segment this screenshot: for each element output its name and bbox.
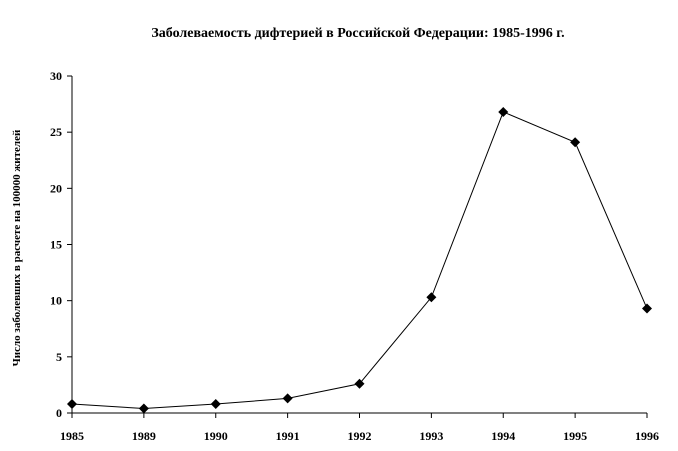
data-point-marker [282, 393, 293, 404]
y-tick-label: 20 [50, 181, 62, 195]
data-point-marker [210, 399, 221, 410]
x-tick-label: 1994 [491, 429, 515, 443]
x-tick-label: 1992 [348, 429, 372, 443]
x-tick-label: 1985 [60, 429, 84, 443]
data-point-marker [570, 137, 581, 148]
data-point-marker [138, 403, 149, 414]
y-tick-label: 5 [56, 350, 62, 364]
x-tick-label: 1990 [204, 429, 228, 443]
data-markers [67, 106, 652, 414]
data-point-marker [642, 303, 652, 314]
data-point-marker [67, 399, 77, 410]
x-tick-label: 1989 [132, 429, 156, 443]
chart-title: Заболеваемость дифтерией в Российской Фе… [151, 26, 564, 41]
y-tick-label: 30 [50, 69, 62, 83]
x-tick-label: 1995 [563, 429, 587, 443]
series-line [71, 111, 648, 410]
y-tick-label: 15 [50, 238, 62, 252]
y-tick-label: 25 [50, 125, 62, 139]
x-tick-label: 1991 [276, 429, 300, 443]
data-point-marker [498, 106, 509, 117]
y-tick-label: 0 [56, 406, 62, 420]
data-point-marker [354, 378, 365, 389]
y-axis-label: Число заболевших в расчете на 100000 жит… [11, 129, 23, 366]
axes [71, 76, 647, 414]
series-line-group [71, 111, 648, 410]
axis-ticks: 0 5 10 15 20 25 30 1985 1989 1990 1991 1992 1993 1994… [50, 69, 659, 443]
data-point-marker [426, 292, 437, 303]
y-tick-label: 10 [50, 294, 62, 308]
x-tick-label: 1996 [635, 429, 659, 443]
x-tick-label: 1993 [419, 429, 443, 443]
